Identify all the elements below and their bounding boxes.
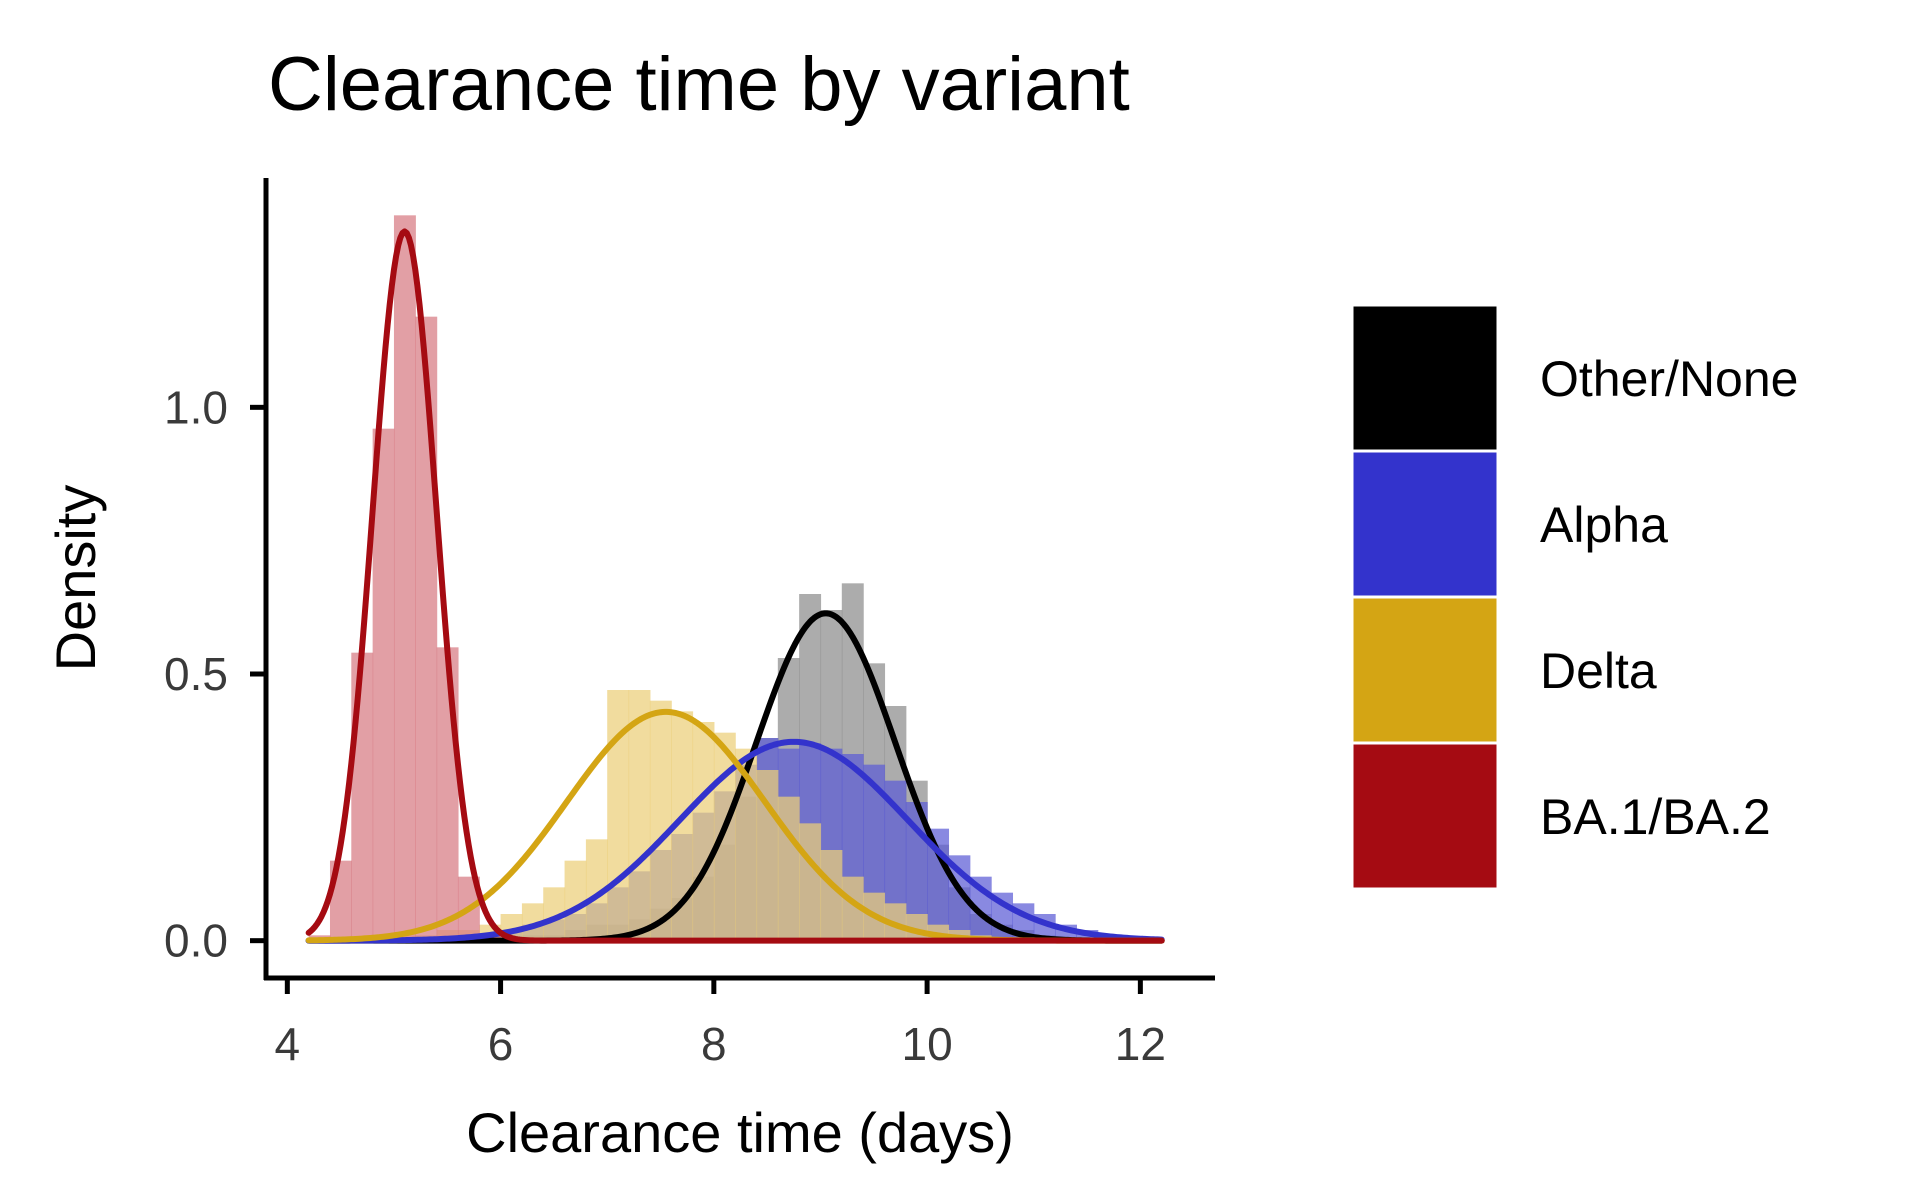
y-axis-title: Density xyxy=(44,485,107,672)
density-curve-ba-1-ba-2 xyxy=(305,228,1165,944)
legend-key-other-none xyxy=(1350,303,1500,453)
y-tick-label: 1.0 xyxy=(164,381,228,433)
legend-key-alpha xyxy=(1350,449,1500,599)
histogram-bar xyxy=(884,780,907,941)
histogram-bar xyxy=(521,903,544,941)
histogram-bar xyxy=(436,647,459,941)
histogram-bar xyxy=(351,652,374,941)
histogram-bar xyxy=(671,711,694,941)
histogram-bar xyxy=(585,839,608,941)
legend-key-ba-1-ba-2 xyxy=(1350,741,1500,891)
density-curve-layer xyxy=(305,228,1165,944)
histogram-bar xyxy=(372,428,395,941)
y-tick-label: 0.0 xyxy=(164,915,228,967)
x-axis-title: Clearance time (days) xyxy=(466,1101,1014,1164)
histogram-bar xyxy=(628,690,651,941)
histogram-bar xyxy=(820,850,843,941)
legend: Other/None Alpha Delta BA.1/BA.2 xyxy=(1350,303,1798,891)
y-tick-label: 0.5 xyxy=(164,648,228,700)
chart-title: Clearance time by variant xyxy=(268,42,1130,127)
histogram-bar xyxy=(735,748,758,941)
histogram-bar xyxy=(799,823,822,941)
legend-label-other-none: Other/None xyxy=(1540,351,1798,407)
density-curve-alpha xyxy=(305,738,1165,944)
x-tick-label: 4 xyxy=(275,1018,301,1070)
legend-key-delta xyxy=(1350,595,1500,745)
x-ticks: 4 6 8 10 12 xyxy=(275,980,1166,1070)
legend-label-ba-1-ba-2: BA.1/BA.2 xyxy=(1540,789,1771,845)
legend-label-alpha: Alpha xyxy=(1540,497,1668,553)
histogram-layer xyxy=(308,215,1120,941)
histogram-ba-1-ba-2 xyxy=(308,215,502,941)
y-ticks: 0.0 0.5 1.0 xyxy=(164,381,264,967)
legend-label-delta: Delta xyxy=(1540,643,1657,699)
x-tick-label: 10 xyxy=(902,1018,953,1070)
histogram-delta xyxy=(372,690,992,941)
histogram-bar xyxy=(713,732,736,941)
histogram-bar xyxy=(564,860,587,941)
histogram-bar xyxy=(543,887,566,941)
histogram-bar xyxy=(841,876,864,941)
x-tick-label: 6 xyxy=(488,1018,514,1070)
x-tick-label: 8 xyxy=(701,1018,727,1070)
histogram-bar xyxy=(692,722,715,941)
histogram-bar xyxy=(649,700,672,941)
plot-area xyxy=(305,215,1165,944)
axes: 4 6 8 10 12 0.0 0.5 1.0 xyxy=(164,178,1215,1070)
histogram-bar xyxy=(393,215,416,941)
x-tick-label: 12 xyxy=(1115,1018,1166,1070)
histogram-bar xyxy=(777,796,800,941)
